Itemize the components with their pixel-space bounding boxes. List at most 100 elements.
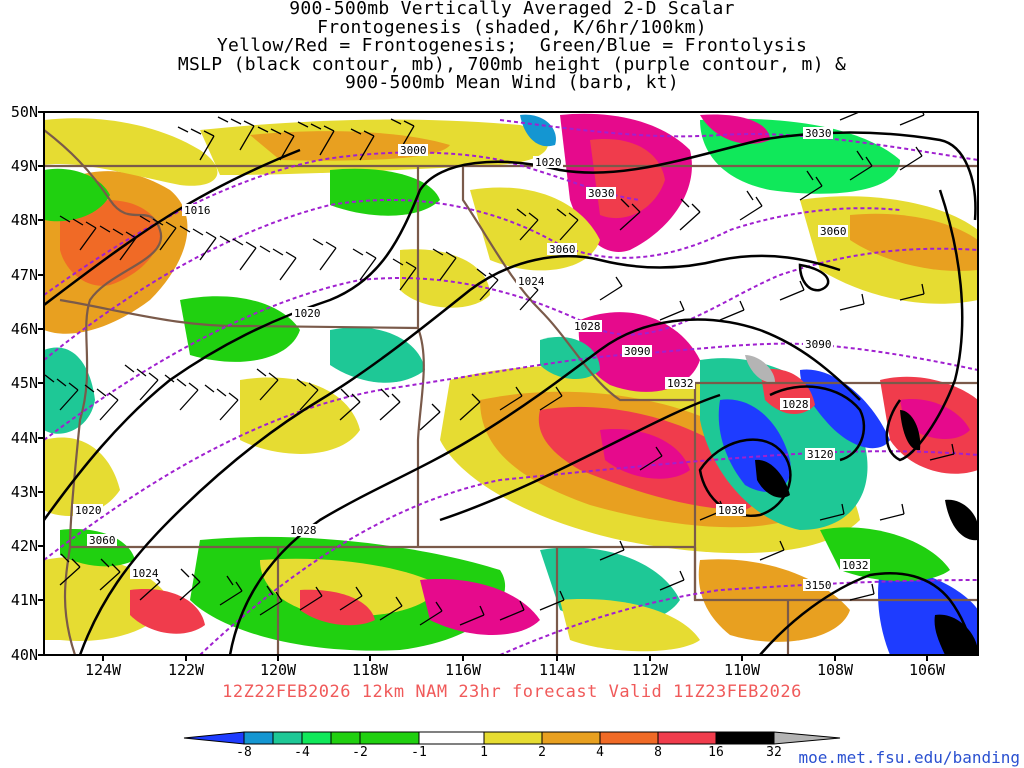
height-contour-3030a (44, 199, 901, 361)
shade-wy-black (755, 459, 790, 498)
wind-barb (177, 126, 215, 161)
wind-barb (179, 225, 217, 261)
colorbar-segment (715, 731, 775, 745)
wind-barb (849, 583, 875, 601)
wind-barb (256, 368, 279, 401)
mslp-label-bg (572, 320, 602, 332)
shade-nw-yellow (44, 118, 218, 186)
colorbar-segment (657, 731, 717, 745)
colorbar-label: -1 (411, 745, 427, 760)
wind-barb (516, 208, 539, 241)
mslp-label: 1020 (294, 307, 321, 320)
wind-barb (296, 378, 319, 411)
wind-barb (659, 300, 685, 321)
wind-barb (819, 503, 845, 521)
shade-idaho-green (540, 336, 600, 380)
wind-barb (379, 596, 403, 621)
shade-nw-coast-yellow (44, 437, 120, 516)
height-label-bg (622, 345, 652, 357)
mslp-contour-1028a (228, 318, 861, 655)
lat-label: 41N (10, 591, 38, 609)
colorbar-label: 4 (596, 745, 604, 760)
wind-barb (179, 568, 201, 601)
wind-barbs (44, 112, 955, 626)
wind-barb (556, 208, 579, 241)
mslp-contour-1032a (439, 393, 721, 522)
colorbar-segment (330, 731, 361, 745)
mslp-label: 1028 (574, 320, 601, 333)
lon-label: 106W (908, 661, 946, 679)
colorbar-segment (243, 731, 274, 745)
wind-barb (432, 248, 457, 281)
lon-label: 118W (351, 661, 389, 679)
wind-barb (539, 386, 563, 411)
shade-ne-orange (850, 213, 978, 271)
height-label-bg (586, 187, 616, 199)
height-label: 3060 (820, 225, 847, 238)
height-contours (44, 119, 978, 655)
wind-barb (59, 553, 81, 586)
colorbar-lower-arrow (183, 731, 245, 745)
source-url: moe.met.fsu.edu/banding (798, 748, 1020, 767)
height-label: 3090 (805, 338, 832, 351)
wind-barb (899, 146, 923, 171)
lon-label: 124W (84, 661, 122, 679)
height-label-bg (87, 534, 117, 546)
mslp-label-bg (533, 156, 563, 168)
lon-label: 122W (167, 661, 205, 679)
wind-barb (219, 575, 243, 606)
lon-label: 112W (631, 661, 669, 679)
height-label-bg (803, 579, 833, 591)
title-line-3: Yellow/Red = Frontogenesis; Green/Blue =… (216, 35, 808, 56)
colorbar-label: 2 (538, 745, 546, 760)
map-plot-area: 1016 1020 1020 1024 1028 1032 1028 1036 … (44, 112, 978, 655)
wind-barb (124, 364, 159, 401)
mslp-contour-1020a (44, 131, 977, 521)
mslp-label: 1036 (718, 504, 745, 517)
height-label: 3000 (400, 144, 427, 157)
shade-se-black2 (945, 499, 978, 541)
lon-label: 110W (723, 661, 761, 679)
map-title: 900-500mb Vertically Averaged 2-D Scalar… (0, 0, 1024, 93)
colorbar-segment (301, 731, 332, 745)
shade-nw-green (44, 168, 110, 222)
wind-barb (204, 384, 239, 421)
shade-wy-grey (745, 355, 775, 383)
lon-ticks (102, 655, 928, 661)
ut-border (555, 547, 697, 655)
mslp-contour-1024a (78, 254, 841, 655)
shade-sw-red (130, 589, 205, 634)
colorbar-segment (599, 731, 659, 745)
wind-barb (476, 268, 499, 301)
shade-north-green (330, 168, 440, 216)
wind-barb (419, 403, 441, 431)
wind-barb (259, 245, 297, 281)
mslp-label: 1032 (667, 377, 694, 390)
wind-barb (619, 198, 641, 231)
wind-barb (639, 446, 663, 471)
wind-barb (539, 590, 565, 611)
wind-barb (352, 248, 377, 281)
contour-labels: 1016 1020 1020 1024 1028 1032 1028 1036 … (73, 127, 870, 592)
height-label: 3030 (805, 127, 832, 140)
wind-barb (419, 601, 443, 626)
wind-barb (499, 386, 523, 411)
lat-label: 45N (10, 374, 38, 392)
wind-barb (879, 503, 905, 521)
lat-label: 50N (10, 103, 38, 121)
forecast-valid-line: 12Z22FEB2026 12km NAM 23hr forecast Vali… (222, 682, 802, 702)
colorbar-segment (541, 731, 601, 745)
wind-barb (899, 283, 925, 301)
wind-barb (350, 128, 375, 161)
height-label-bg (818, 225, 848, 237)
colorbar (183, 731, 841, 745)
wa-or-border (59, 298, 419, 330)
height-label-bg (803, 127, 833, 139)
wind-barb (759, 540, 785, 561)
height-label-bg (547, 243, 577, 255)
lat-label: 44N (10, 429, 38, 447)
lat-ticks (38, 111, 44, 656)
mslp-contour-1024b (885, 189, 964, 462)
mslp-label-bg (665, 377, 695, 389)
shade-ne-pink (700, 114, 770, 144)
